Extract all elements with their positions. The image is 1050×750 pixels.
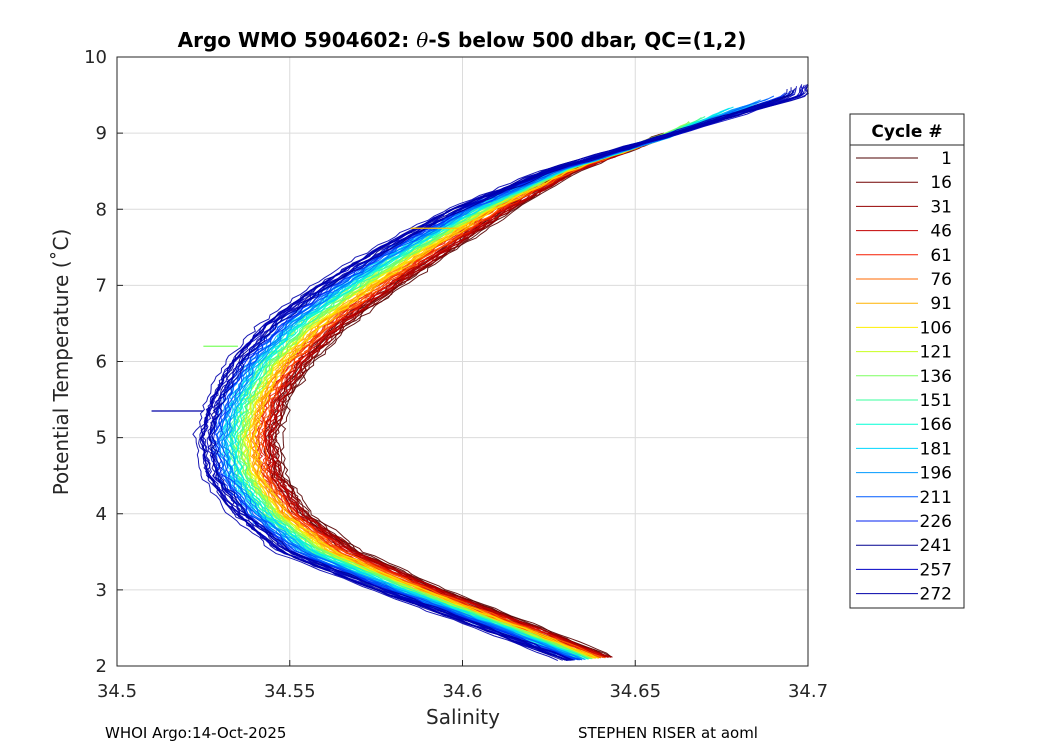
legend-title: Cycle # — [871, 122, 942, 142]
legend-label: 257 — [920, 560, 952, 580]
legend-label: 76 — [930, 270, 952, 290]
x-tick-label: 34.5 — [97, 681, 137, 702]
axis-labels: 34.5 34.55 34.6 34.65 34.7 2 3 4 5 6 7 8 9 10 — [84, 47, 828, 702]
legend-label: 181 — [920, 439, 952, 459]
legend-label: 106 — [920, 318, 952, 338]
chart-title: Argo WMO 5904602: θ-S below 500 dbar, QC… — [178, 28, 747, 52]
x-tick-label: 34.6 — [442, 681, 482, 702]
legend-label: 272 — [920, 585, 952, 605]
axis-ticks — [116, 56, 809, 667]
legend-label: 196 — [920, 464, 952, 484]
legend-label: 211 — [920, 488, 952, 508]
profile-line — [279, 132, 678, 658]
profile-line — [264, 134, 671, 658]
legend-label: 16 — [930, 173, 952, 193]
y-tick-label: 7 — [96, 275, 107, 296]
legend-label: 61 — [930, 246, 952, 266]
legend-label: 166 — [920, 415, 952, 435]
profile-line — [199, 83, 809, 662]
y-tick-label: 6 — [96, 352, 107, 373]
legend-label: 121 — [920, 343, 952, 363]
profile-lines — [151, 83, 810, 662]
profile-line — [271, 134, 670, 658]
x-axis-label: Salinity — [426, 705, 500, 729]
legend-label: 1 — [941, 149, 952, 169]
y-tick-label: 10 — [84, 47, 107, 68]
profile-line — [192, 84, 803, 662]
x-tick-label: 34.7 — [788, 681, 828, 702]
y-tick-label: 9 — [96, 123, 107, 144]
profile-line — [252, 129, 683, 659]
profile-line — [223, 97, 779, 661]
legend: Cycle # 11631466176911061211361511661811… — [849, 113, 965, 609]
y-tick-label: 2 — [96, 656, 107, 677]
profile-line — [220, 96, 781, 661]
footer-credit-right: STEPHEN RISER at aoml — [578, 724, 758, 742]
chart-title-prefix: Argo WMO 5904602: — [178, 28, 417, 52]
legend-label: 151 — [920, 391, 952, 411]
legend-label: 46 — [930, 222, 952, 242]
legend-items: 1 16 31 46 61 76 91 106 121 136 151 166 181 196 211 226… — [856, 149, 952, 605]
chart-title-theta: θ — [416, 28, 428, 52]
legend-label: 226 — [920, 512, 952, 532]
legend-label: 31 — [930, 197, 952, 217]
y-tick-label: 8 — [96, 199, 107, 220]
y-tick-label: 3 — [96, 580, 107, 601]
footer-credit-left: WHOI Argo:14-Oct-2025 — [105, 724, 287, 742]
y-axis-label: Potential Temperature (˚C) — [49, 229, 73, 496]
x-tick-label: 34.55 — [264, 681, 316, 702]
legend-box — [849, 113, 965, 609]
y-tick-label: 5 — [96, 428, 107, 449]
profile-line — [241, 120, 707, 660]
legend-label: 241 — [920, 536, 952, 556]
chart-title-suffix: -S below 500 dbar, QC=(1,2) — [428, 28, 746, 52]
y-tick-label: 4 — [96, 504, 107, 525]
profile-line — [206, 85, 810, 661]
legend-label: 91 — [930, 294, 952, 314]
profile-line — [259, 133, 675, 659]
x-tick-label: 34.65 — [609, 681, 661, 702]
legend-label: 136 — [920, 367, 952, 387]
profile-line — [211, 87, 802, 661]
